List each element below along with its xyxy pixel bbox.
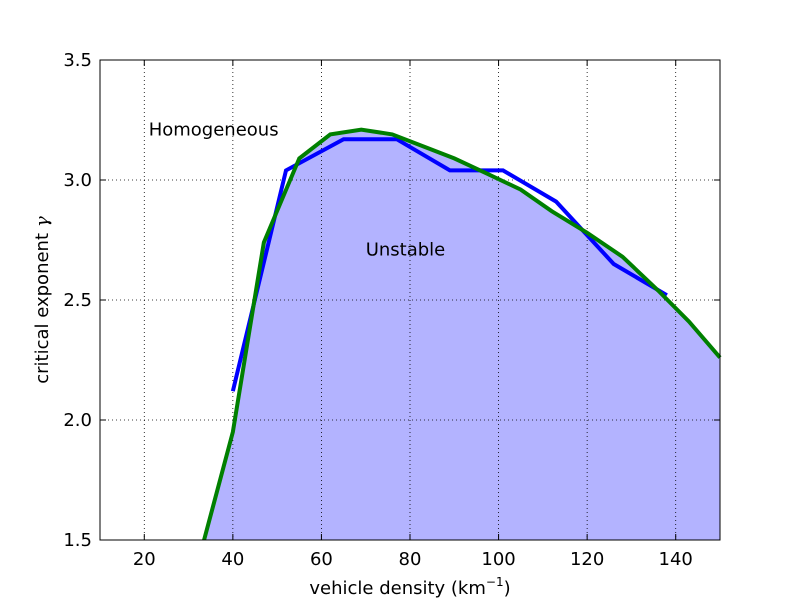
annotation-layer: Homogeneous Unstable bbox=[149, 120, 446, 261]
annotation-text: Unstable bbox=[366, 240, 446, 261]
x-tick-label: 60 bbox=[310, 549, 333, 570]
x-tick-label: 120 bbox=[570, 549, 604, 570]
x-axis-label: vehicle density (km−1) bbox=[309, 575, 510, 599]
x-tick-label: 100 bbox=[481, 549, 515, 570]
series-layer bbox=[202, 127, 722, 541]
fill-layer bbox=[204, 129, 721, 540]
x-tick-label: 40 bbox=[221, 549, 244, 570]
y-axis-label: critical exponentγ bbox=[32, 216, 53, 384]
y-tick-label: 3.0 bbox=[63, 170, 92, 191]
series-line-2 bbox=[202, 127, 722, 541]
x-tick-label: 140 bbox=[659, 549, 693, 570]
x-tick-label: 80 bbox=[399, 549, 422, 570]
y-tick-label: 2.5 bbox=[63, 290, 92, 311]
y-tick-label: 2.0 bbox=[63, 410, 92, 431]
series-line-1 bbox=[230, 137, 668, 392]
y-tick-label: 1.5 bbox=[63, 530, 92, 551]
annotation-text: Homogeneous bbox=[149, 120, 279, 141]
x-tick-label: 20 bbox=[133, 549, 156, 570]
fill-area bbox=[204, 129, 721, 540]
tick-layer: 20 40 60 80 100 120 140 1.5 2.0 2.5 3.0 3.5 bbox=[63, 50, 720, 570]
y-tick-label: 3.5 bbox=[63, 50, 92, 71]
